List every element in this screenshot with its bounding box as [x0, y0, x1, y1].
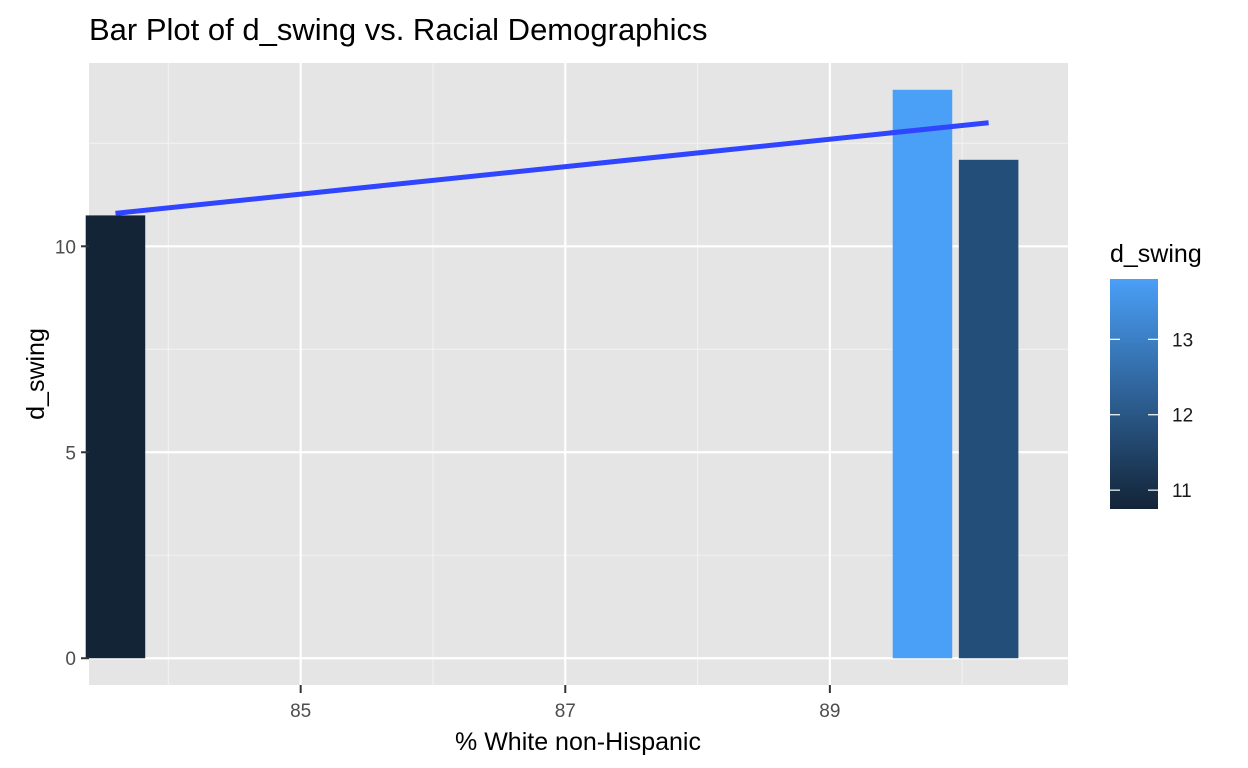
- x-tick-label: 87: [555, 701, 576, 722]
- y-axis: 0 5 10: [55, 237, 89, 670]
- chart-title: Bar Plot of d_swing vs. Racial Demograph…: [89, 12, 708, 47]
- trend-line: [115, 120, 989, 216]
- bars: [85, 89, 1019, 659]
- legend-tick-label: 13: [1172, 330, 1193, 351]
- legend-tick-label: 12: [1172, 406, 1193, 427]
- y-tick-label: 10: [55, 237, 76, 258]
- legend-ticks: 11 12 13: [1110, 330, 1193, 502]
- legend-tick-label: 11: [1172, 481, 1192, 502]
- bar-3: [958, 159, 1019, 659]
- legend-title: d_swing: [1110, 240, 1202, 268]
- legend-colorbar: [1110, 279, 1158, 509]
- legend: d_swing 11 12 13: [1110, 240, 1202, 509]
- trend-line-group: [115, 120, 989, 216]
- bar-2: [892, 89, 953, 659]
- y-tick-label: 0: [65, 649, 76, 670]
- x-axis: 85 87 89: [290, 685, 840, 722]
- bar-1: [85, 215, 146, 659]
- x-tick-label: 89: [819, 701, 840, 722]
- y-axis-title: d_swing: [22, 328, 50, 420]
- x-axis-title: % White non-Hispanic: [455, 728, 701, 756]
- x-tick-label: 85: [290, 701, 311, 722]
- y-tick-label: 5: [65, 443, 76, 464]
